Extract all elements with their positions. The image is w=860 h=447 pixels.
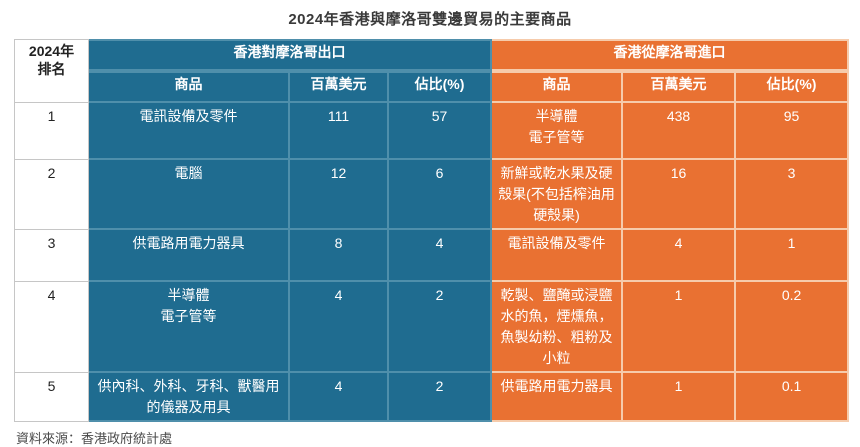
rank-cell: 3	[14, 230, 89, 282]
column-header-row: 商品 百萬美元 佔比(%) 商品 百萬美元 佔比(%)	[14, 71, 850, 103]
import-share-header: 佔比(%)	[736, 71, 850, 103]
import-value-cell: 1	[623, 373, 737, 422]
export-product-cell: 電腦	[89, 160, 290, 230]
table-row: 1 電訊設備及零件 111 57 半導體 電子管等 438 95	[14, 103, 850, 160]
export-share-cell: 6	[389, 160, 493, 230]
table-row: 3 供電路用電力器具 8 4 電訊設備及零件 4 1	[14, 230, 850, 282]
export-product-cell: 供電路用電力器具	[89, 230, 290, 282]
export-value-cell: 12	[290, 160, 389, 230]
table-row: 2 電腦 12 6 新鮮或乾水果及硬殼果(不包括榨油用硬殼果) 16 3	[14, 160, 850, 230]
rank-header: 2024年 排名	[14, 39, 89, 103]
export-product-cell: 供內科、外科、牙科、獸醫用的儀器及用具	[89, 373, 290, 422]
trade-table: 2024年 排名 香港對摩洛哥出口 香港從摩洛哥進口 商品 百萬美元 佔比(%)…	[14, 39, 850, 422]
table-row: 4 半導體 電子管等 4 2 乾製、鹽醃或浸鹽水的魚，煙燻魚，魚製幼粉、粗粉及小…	[14, 282, 850, 373]
export-value-cell: 111	[290, 103, 389, 160]
export-value-cell: 4	[290, 282, 389, 373]
table-row: 5 供內科、外科、牙科、獸醫用的儀器及用具 4 2 供電路用電力器具 1 0.1	[14, 373, 850, 422]
rank-cell: 1	[14, 103, 89, 160]
export-group-header: 香港對摩洛哥出口	[89, 39, 493, 71]
export-share-header: 佔比(%)	[389, 71, 493, 103]
rank-cell: 2	[14, 160, 89, 230]
rank-cell: 5	[14, 373, 89, 422]
export-share-cell: 2	[389, 282, 493, 373]
export-product-header: 商品	[89, 71, 290, 103]
import-group-header: 香港從摩洛哥進口	[492, 39, 850, 71]
import-value-cell: 4	[623, 230, 737, 282]
import-share-cell: 1	[736, 230, 850, 282]
import-share-cell: 0.1	[736, 373, 850, 422]
import-share-cell: 95	[736, 103, 850, 160]
export-share-cell: 57	[389, 103, 493, 160]
import-value-cell: 16	[623, 160, 737, 230]
export-value-cell: 8	[290, 230, 389, 282]
import-share-cell: 0.2	[736, 282, 850, 373]
group-header-row: 2024年 排名 香港對摩洛哥出口 香港從摩洛哥進口	[14, 39, 850, 103]
import-share-cell: 3	[736, 160, 850, 230]
export-product-cell: 半導體 電子管等	[89, 282, 290, 373]
import-product-cell: 電訊設備及零件	[492, 230, 624, 282]
source-note: 資料來源：香港政府統計處	[16, 431, 173, 446]
import-product-cell: 供電路用電力器具	[492, 373, 624, 422]
export-value-cell: 4	[290, 373, 389, 422]
import-value-cell: 1	[623, 282, 737, 373]
export-product-cell: 電訊設備及零件	[89, 103, 290, 160]
import-value-header: 百萬美元	[623, 71, 737, 103]
export-share-cell: 2	[389, 373, 493, 422]
import-product-cell: 半導體 電子管等	[492, 103, 624, 160]
import-product-header: 商品	[492, 71, 624, 103]
rank-cell: 4	[14, 282, 89, 373]
import-product-cell: 新鮮或乾水果及硬殼果(不包括榨油用硬殼果)	[492, 160, 624, 230]
export-share-cell: 4	[389, 230, 493, 282]
page: 2024年香港與摩洛哥雙邊貿易的主要商品 2024年 排名 香港對摩洛哥出口 香…	[14, 11, 850, 446]
import-product-cell: 乾製、鹽醃或浸鹽水的魚，煙燻魚，魚製幼粉、粗粉及小粒	[492, 282, 624, 373]
export-value-header: 百萬美元	[290, 71, 389, 103]
page-title: 2024年香港與摩洛哥雙邊貿易的主要商品	[288, 11, 572, 28]
import-value-cell: 438	[623, 103, 737, 160]
